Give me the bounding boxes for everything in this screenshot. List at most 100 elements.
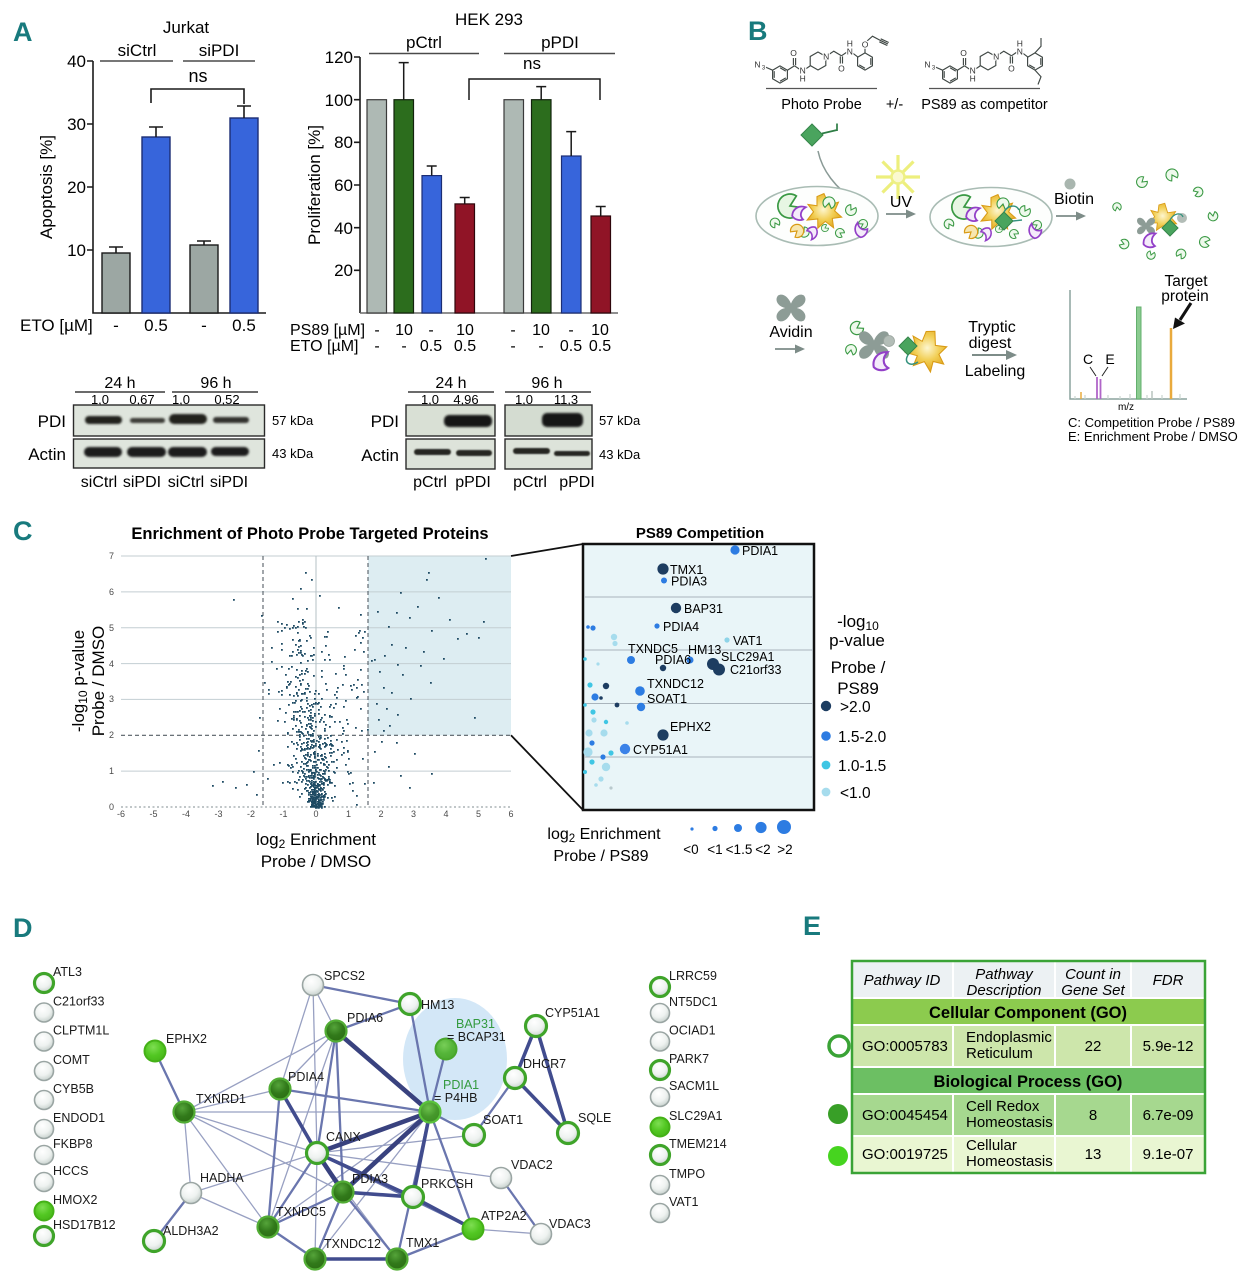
svg-text:4,96: 4,96 <box>453 392 478 407</box>
svg-text:PDI: PDI <box>38 412 66 431</box>
svg-text:PDIA6: PDIA6 <box>655 653 691 667</box>
svg-text:Actin: Actin <box>28 445 66 464</box>
svg-text:SACM1L: SACM1L <box>669 1079 719 1093</box>
svg-text:log2 Enrichment: log2 Enrichment <box>547 826 661 845</box>
svg-text:H: H <box>970 74 976 84</box>
svg-text:10: 10 <box>67 241 86 260</box>
svg-text:H: H <box>800 74 806 84</box>
svg-text:96 h: 96 h <box>531 375 562 392</box>
svg-text:PARK7: PARK7 <box>669 1052 709 1066</box>
svg-text:1,0: 1,0 <box>421 392 439 407</box>
svg-text:13: 13 <box>1085 1146 1102 1163</box>
svg-text:TMPO: TMPO <box>669 1167 705 1181</box>
svg-text:FKBP8: FKBP8 <box>53 1137 93 1151</box>
svg-text:PDI: PDI <box>371 412 399 431</box>
svg-text:ATL3: ATL3 <box>53 965 82 979</box>
svg-text:PDIA4: PDIA4 <box>288 1070 324 1084</box>
svg-text:-: - <box>510 322 515 339</box>
svg-text:SPCS2: SPCS2 <box>324 969 365 983</box>
svg-text:30: 30 <box>67 115 86 134</box>
svg-text:DHCR7: DHCR7 <box>523 1057 566 1071</box>
svg-text:Probe /: Probe / <box>831 658 886 677</box>
svg-text:GO:0019725: GO:0019725 <box>862 1146 948 1163</box>
svg-text:Target: Target <box>1164 273 1208 290</box>
svg-text:C21orf33: C21orf33 <box>53 995 104 1009</box>
svg-text:O: O <box>1008 64 1015 74</box>
svg-text:3: 3 <box>762 66 766 72</box>
svg-text:5: 5 <box>476 809 481 819</box>
svg-text:Endoplasmic: Endoplasmic <box>966 1029 1052 1046</box>
svg-text:N: N <box>1017 47 1023 57</box>
svg-text:40: 40 <box>67 52 86 71</box>
svg-text:22: 22 <box>1085 1038 1102 1055</box>
svg-text:Pathway: Pathway <box>975 966 1034 983</box>
svg-text:UV: UV <box>890 194 913 211</box>
svg-text:24 h: 24 h <box>104 375 135 392</box>
svg-text:2: 2 <box>109 730 114 740</box>
svg-text:Probe / PS89: Probe / PS89 <box>553 848 648 865</box>
svg-text:Avidin: Avidin <box>769 324 812 341</box>
svg-text:1.5-2.0: 1.5-2.0 <box>838 729 887 746</box>
svg-text:VAT1: VAT1 <box>669 1195 698 1209</box>
svg-text:3: 3 <box>932 66 936 72</box>
svg-text:ATP2A2: ATP2A2 <box>481 1209 527 1223</box>
svg-text:>2: >2 <box>777 842 792 857</box>
svg-text:C: C <box>13 516 33 546</box>
svg-text:Pathway ID: Pathway ID <box>864 972 941 989</box>
svg-text:Cellular: Cellular <box>966 1137 1017 1154</box>
svg-text:B: B <box>748 16 768 46</box>
svg-text:1: 1 <box>109 766 114 776</box>
svg-text:Reticulum: Reticulum <box>966 1045 1033 1062</box>
svg-text:CLPTM1L: CLPTM1L <box>53 1024 109 1038</box>
svg-text:ns: ns <box>188 66 207 86</box>
svg-text:8: 8 <box>1089 1107 1097 1124</box>
svg-text:1.0-1.5: 1.0-1.5 <box>838 758 886 775</box>
svg-text:H: H <box>847 39 853 49</box>
svg-text:ALDH3A2: ALDH3A2 <box>163 1224 219 1238</box>
svg-text:-3: -3 <box>214 809 222 819</box>
svg-text:SLC29A1: SLC29A1 <box>721 650 775 664</box>
svg-text:pCtrl: pCtrl <box>413 474 447 491</box>
svg-text:6: 6 <box>109 587 114 597</box>
svg-text:0.5: 0.5 <box>589 338 611 355</box>
svg-text:10: 10 <box>456 322 474 339</box>
svg-text:TXNDC5: TXNDC5 <box>276 1205 326 1219</box>
svg-text:OCIAD1: OCIAD1 <box>669 1024 716 1038</box>
svg-text:<2: <2 <box>755 842 770 857</box>
svg-text:Actin: Actin <box>361 446 399 465</box>
svg-text:PDIA3: PDIA3 <box>352 1172 388 1186</box>
svg-text:pPDI: pPDI <box>455 474 491 491</box>
svg-text:siPDI: siPDI <box>210 474 248 491</box>
svg-text:40: 40 <box>334 219 353 238</box>
svg-text:protein: protein <box>1161 288 1208 305</box>
svg-text:60: 60 <box>334 176 353 195</box>
svg-text:Apoptosis [%]: Apoptosis [%] <box>37 135 56 239</box>
svg-text:Gene Set: Gene Set <box>1061 982 1125 999</box>
svg-text:SLC29A1: SLC29A1 <box>669 1109 723 1123</box>
svg-text:-log10 p-value: -log10 p-value <box>69 630 90 732</box>
svg-text:pPDI: pPDI <box>559 474 595 491</box>
svg-text:5: 5 <box>109 623 114 633</box>
svg-text:HSD17B12: HSD17B12 <box>53 1218 116 1232</box>
svg-text:ns: ns <box>523 54 541 73</box>
svg-text:PS89 Competition: PS89 Competition <box>636 525 764 542</box>
svg-text:Biological Process (GO): Biological Process (GO) <box>934 1073 1123 1091</box>
svg-text:siPDI: siPDI <box>123 474 161 491</box>
svg-text:100: 100 <box>325 91 353 110</box>
svg-text:-: - <box>113 316 119 335</box>
svg-text:-log10: -log10 <box>837 612 879 633</box>
svg-text:1,0: 1,0 <box>515 392 533 407</box>
svg-text:siCtrl: siCtrl <box>168 474 204 491</box>
svg-text:E: Enrichment Probe / DMSO: E: Enrichment Probe / DMSO <box>1068 429 1238 444</box>
svg-text:-: - <box>568 322 573 339</box>
svg-text:GO:0045454: GO:0045454 <box>862 1107 948 1124</box>
svg-text:80: 80 <box>334 133 353 152</box>
svg-text:GO:0005783: GO:0005783 <box>862 1038 948 1055</box>
svg-text:-: - <box>401 338 406 355</box>
svg-text:>2.0: >2.0 <box>840 699 871 716</box>
svg-text:Probe / DMSO: Probe / DMSO <box>89 626 108 737</box>
svg-text:N: N <box>847 47 853 57</box>
svg-text:HADHA: HADHA <box>200 1171 244 1185</box>
svg-text:24 h: 24 h <box>435 375 466 392</box>
svg-text:57 kDa: 57 kDa <box>599 413 641 428</box>
